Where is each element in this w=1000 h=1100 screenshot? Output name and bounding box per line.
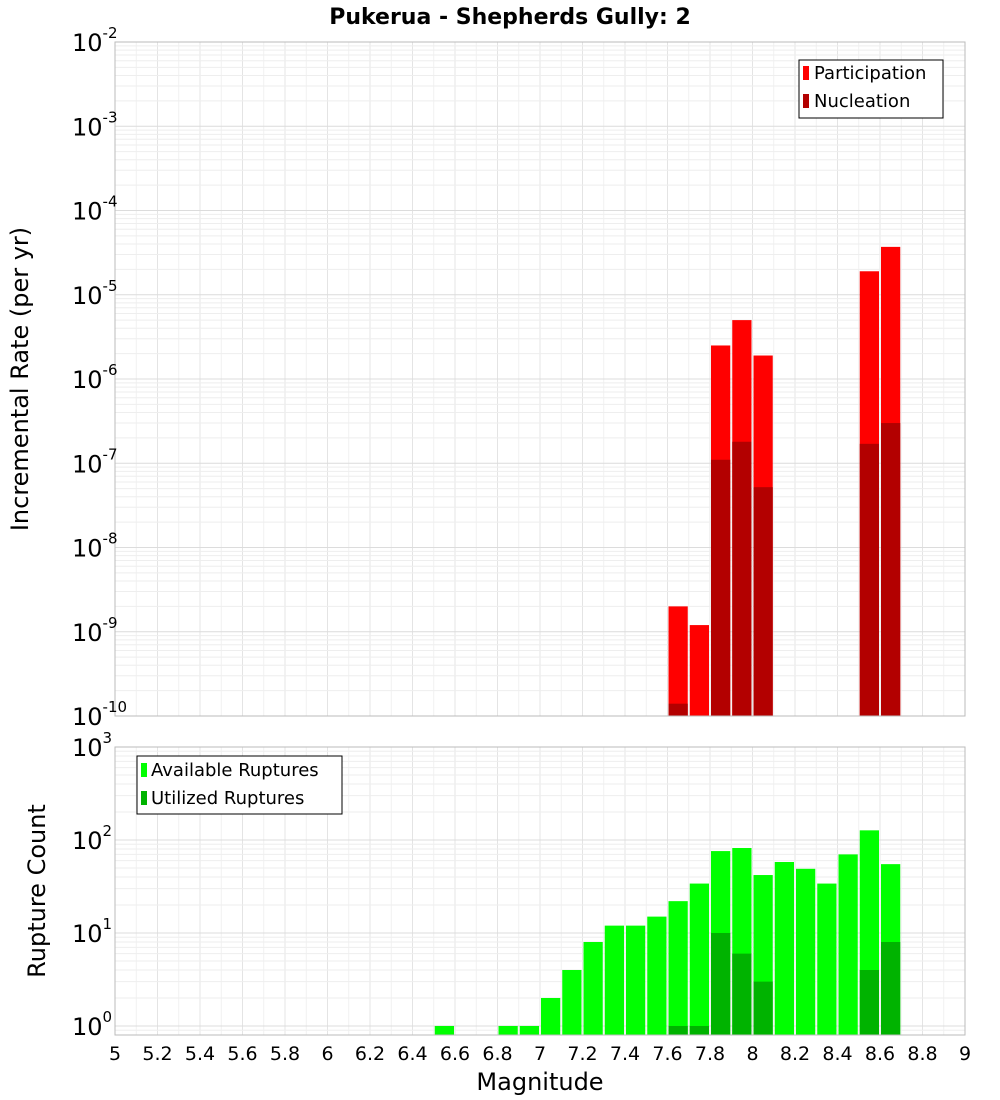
bottom-bar-utilized-ruptures [668, 1025, 688, 1035]
x-tick-label: 7.6 [652, 1043, 682, 1065]
x-tick-label: 5.4 [185, 1043, 215, 1065]
top-y-tick-label: 10-7 [72, 445, 118, 478]
bottom-bars [434, 830, 901, 1035]
top-panel: 10-10 10-9 10-8 10-7 10-6 10-5 10-4 10-3 10-2 In… [6, 24, 966, 731]
bottom-bar-available-ruptures [689, 883, 709, 1035]
top-grid [114, 42, 966, 717]
bottom-bar-utilized-ruptures [711, 932, 731, 1035]
top-y-tick-label: 10-4 [72, 193, 118, 226]
top-y-tick-label: 10-10 [72, 698, 127, 731]
bottom-plot-border [114, 746, 966, 1036]
x-tick-label: 5.6 [227, 1043, 257, 1065]
top-bar-participation [689, 625, 709, 716]
x-tick-label: 7.8 [695, 1043, 725, 1065]
bottom-y-ticks: 100 101 102 103 [72, 729, 112, 1041]
legend-swatch-nucleation [803, 94, 809, 108]
top-y-tick-label: 10-6 [72, 361, 118, 394]
bottom-bar-utilized-ruptures [859, 969, 879, 1035]
bottom-bar-available-ruptures [583, 942, 603, 1035]
top-y-tick-label: 10-8 [72, 530, 118, 563]
bottom-bar-available-ruptures [668, 901, 688, 1035]
x-tick-label: 8.6 [865, 1043, 895, 1065]
x-tick-label: 8.4 [822, 1043, 852, 1065]
top-bar-nucleation [711, 459, 731, 716]
x-tick-label: 6.6 [440, 1043, 470, 1065]
bottom-bar-available-ruptures [604, 925, 624, 1035]
legend-swatch-utilized [141, 791, 147, 805]
x-tick-label: 9 [959, 1043, 971, 1065]
top-bars [668, 246, 901, 716]
bottom-bar-available-ruptures [626, 925, 646, 1035]
bottom-bar-utilized-ruptures [753, 981, 773, 1035]
bottom-y-tick-label: 101 [72, 915, 112, 948]
x-tick-label: 5.8 [270, 1043, 300, 1065]
legend-swatch-participation [803, 66, 809, 80]
bottom-y-tick-label: 103 [72, 729, 112, 762]
legend-label-nucleation: Nucleation [814, 91, 910, 112]
top-y-axis-label: Incremental Rate (per yr) [6, 227, 34, 531]
bottom-panel: 100 101 102 103 5 5.2 5.4 5.6 5.8 6 6.2 6.4 6.6 6.8 7… [23, 729, 971, 1096]
bottom-y-tick-label: 102 [72, 822, 112, 855]
bottom-bar-utilized-ruptures [881, 942, 901, 1035]
bottom-x-ticks: 5 5.2 5.4 5.6 5.8 6 6.2 6.4 6.6 6.8 7 7.2 7.4 7.6 7.8 8… [109, 1043, 971, 1065]
bottom-y-tick-label: 100 [72, 1008, 112, 1041]
top-legend-box [798, 59, 944, 119]
top-y-tick-label: 10-9 [72, 614, 118, 647]
x-tick-label: 7.4 [610, 1043, 640, 1065]
x-tick-label: 5.2 [142, 1043, 172, 1065]
top-bar-participation [668, 606, 688, 716]
bottom-bar-available-ruptures [838, 854, 858, 1035]
bottom-bar-available-ruptures [774, 861, 794, 1035]
x-tick-label: 6.8 [482, 1043, 512, 1065]
bottom-bar-utilized-ruptures [732, 953, 752, 1035]
x-tick-label: 6 [321, 1043, 333, 1065]
x-tick-label: 8.8 [907, 1043, 937, 1065]
legend-swatch-available [141, 763, 147, 777]
x-tick-label: 6.2 [355, 1043, 385, 1065]
x-tick-label: 7.2 [567, 1043, 597, 1065]
chart-title: Pukerua - Shepherds Gully: 2 [329, 5, 691, 30]
top-plot-border [114, 41, 966, 717]
x-tick-label: 8.2 [780, 1043, 810, 1065]
bottom-y-axis-label: Rupture Count [23, 804, 51, 978]
top-bar-nucleation [881, 423, 901, 716]
legend-label-available: Available Ruptures [151, 760, 319, 781]
x-tick-label: 5 [109, 1043, 121, 1065]
top-bar-nucleation [753, 487, 773, 716]
x-tick-label: 8 [746, 1043, 758, 1065]
top-bar-nucleation [859, 443, 879, 716]
top-y-ticks: 10-10 10-9 10-8 10-7 10-6 10-5 10-4 10-3 10-2 [72, 24, 127, 731]
bottom-bar-available-ruptures [817, 883, 837, 1035]
top-y-tick-label: 10-3 [72, 108, 118, 141]
x-tick-label: 7 [534, 1043, 546, 1065]
bottom-bar-available-ruptures [519, 1025, 539, 1035]
bottom-bar-available-ruptures [434, 1025, 454, 1035]
bottom-legend-box [136, 755, 343, 815]
bottom-bar-available-ruptures [796, 868, 816, 1035]
bottom-bar-utilized-ruptures [689, 1025, 709, 1035]
bottom-bar-available-ruptures [562, 969, 582, 1035]
x-tick-label: 6.4 [397, 1043, 427, 1065]
bottom-bar-available-ruptures [541, 997, 561, 1035]
top-legend: Participation Nucleation [798, 59, 944, 119]
legend-label-participation: Participation [814, 63, 926, 84]
x-axis-label: Magnitude [476, 1068, 603, 1096]
bottom-bar-available-ruptures [647, 916, 667, 1035]
top-y-tick-label: 10-2 [72, 24, 118, 57]
top-y-tick-label: 10-5 [72, 277, 118, 310]
top-bar-nucleation [668, 703, 688, 716]
legend-label-utilized: Utilized Ruptures [151, 788, 304, 809]
bottom-bar-available-ruptures [498, 1025, 518, 1035]
bottom-legend: Available Ruptures Utilized Ruptures [136, 755, 343, 815]
top-bar-nucleation [732, 441, 752, 716]
